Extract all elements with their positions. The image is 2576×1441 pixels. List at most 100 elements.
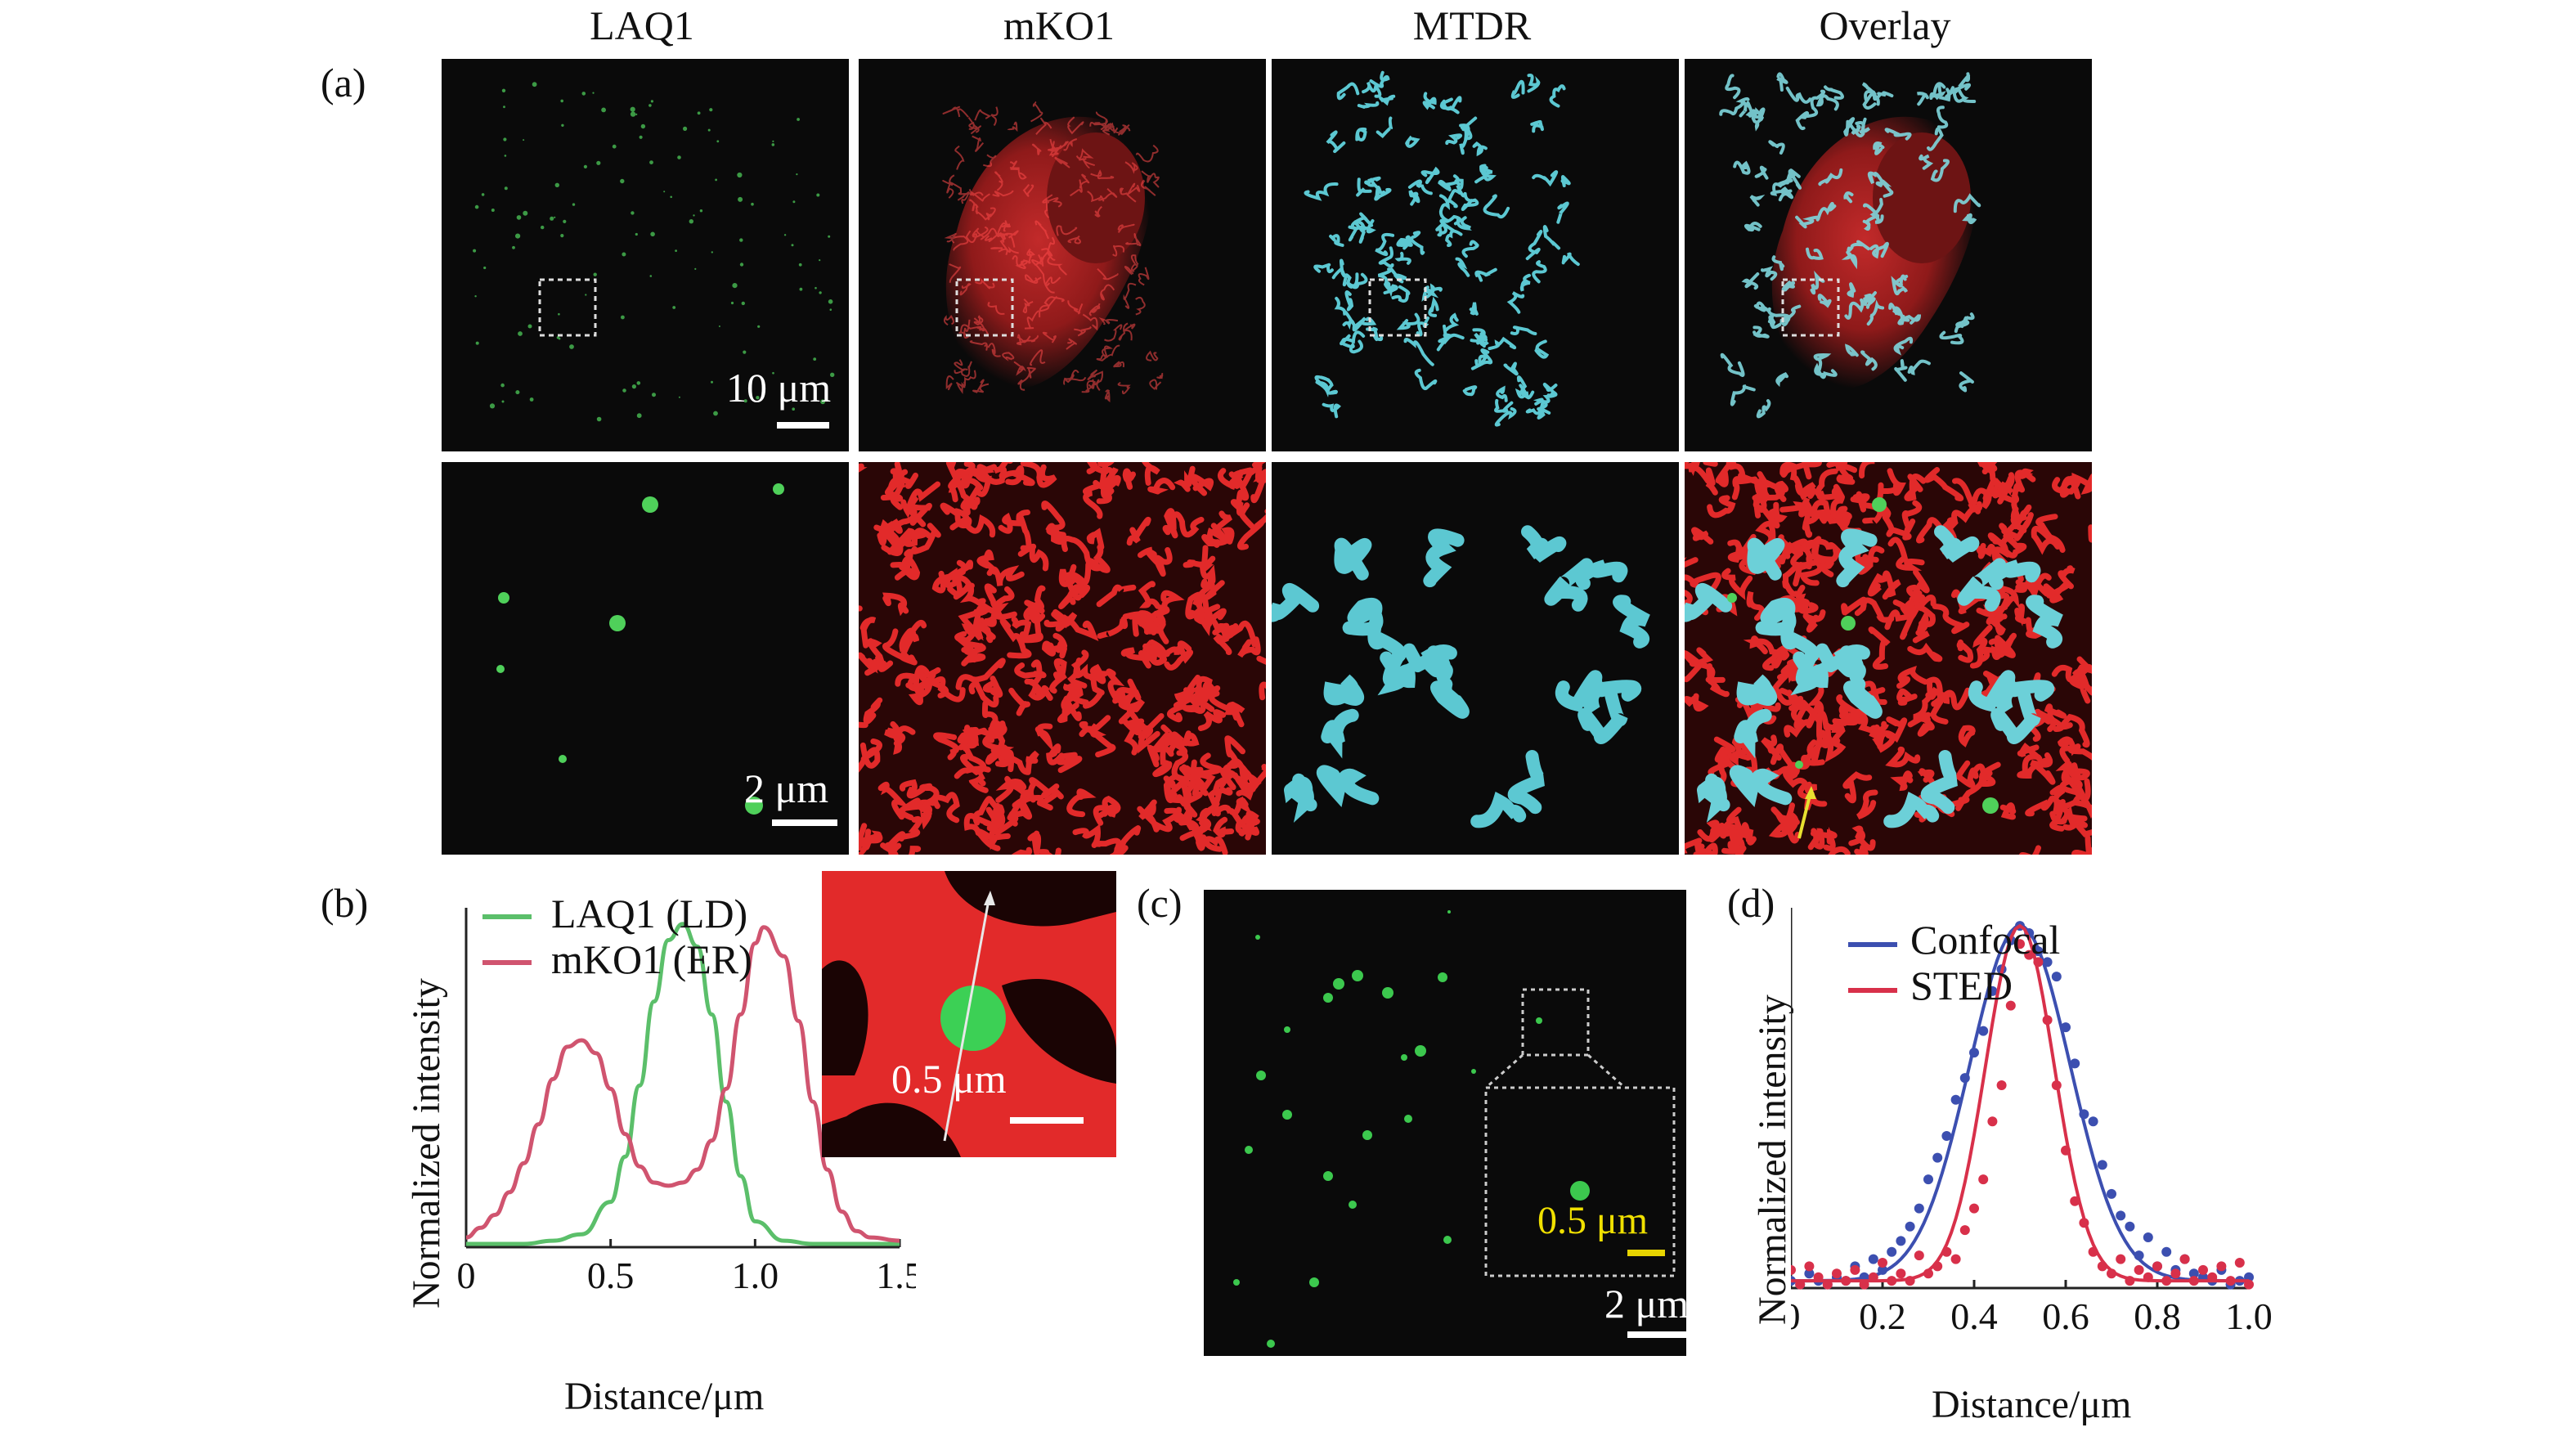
lipid-droplet-dot bbox=[737, 172, 743, 178]
er-texture bbox=[1923, 467, 1964, 502]
lipid-droplet-dot bbox=[716, 140, 720, 143]
er-texture bbox=[1025, 750, 1039, 775]
er-texture bbox=[1185, 591, 1213, 620]
mito-texture bbox=[1510, 325, 1537, 335]
er-texture bbox=[1694, 842, 1713, 855]
panel-b-line-profile-inset bbox=[822, 871, 1116, 1157]
er-texture bbox=[1999, 802, 2017, 820]
mito-texture bbox=[1488, 336, 1517, 351]
er-texture bbox=[1015, 258, 1028, 270]
data-point-sted bbox=[2116, 1254, 2126, 1264]
mito-texture bbox=[1847, 282, 1856, 299]
lipid-droplet-dot bbox=[474, 204, 479, 209]
er-texture bbox=[987, 301, 1005, 315]
er-texture bbox=[968, 121, 981, 135]
lipid-droplet-dot bbox=[732, 283, 738, 289]
er-texture bbox=[1146, 350, 1159, 361]
x-tick-label: 0.5 bbox=[587, 1255, 635, 1296]
lipid-droplet-dot bbox=[515, 233, 521, 239]
er-texture bbox=[1691, 527, 1714, 545]
er-texture bbox=[1044, 276, 1061, 294]
mito-texture bbox=[1860, 350, 1878, 371]
er-texture bbox=[1039, 295, 1058, 318]
er-texture bbox=[1013, 361, 1026, 376]
er-texture bbox=[1014, 662, 1047, 679]
er-texture bbox=[1986, 616, 2006, 635]
mito-texture bbox=[1353, 212, 1374, 231]
er-texture bbox=[2071, 472, 2092, 495]
mito-texture bbox=[1362, 81, 1382, 98]
er-texture bbox=[1166, 702, 1201, 723]
mito-texture bbox=[1383, 281, 1398, 298]
er-texture bbox=[1167, 731, 1188, 756]
mito-texture bbox=[1866, 299, 1885, 326]
mito-texture bbox=[1503, 361, 1519, 376]
er-texture bbox=[1982, 462, 1998, 474]
er-texture bbox=[2049, 784, 2066, 824]
er-texture bbox=[1138, 713, 1165, 754]
er-texture bbox=[1098, 316, 1119, 325]
mito-texture bbox=[1479, 348, 1493, 366]
er-texture bbox=[1721, 568, 1753, 600]
mito-texture bbox=[1954, 319, 1970, 334]
er-texture bbox=[1173, 465, 1196, 492]
overlay-zoom-image bbox=[1685, 462, 2092, 855]
lipid-droplet-dot bbox=[819, 291, 822, 294]
mito-texture bbox=[1556, 201, 1569, 224]
er-texture bbox=[958, 608, 996, 641]
mito-texture bbox=[1751, 115, 1764, 132]
mito-texture bbox=[1331, 258, 1346, 280]
mito-texture bbox=[1440, 96, 1462, 111]
lipid-droplet-dot bbox=[751, 202, 754, 206]
er-texture bbox=[1054, 156, 1070, 168]
er-texture bbox=[1229, 796, 1253, 816]
er-texture bbox=[1061, 536, 1103, 572]
er-texture bbox=[1955, 760, 1979, 788]
er-texture bbox=[1917, 768, 1935, 784]
er-texture bbox=[947, 559, 967, 598]
data-point-sted bbox=[2079, 1218, 2089, 1228]
panel-c-scale-bar bbox=[1627, 1331, 1691, 1338]
er-texture bbox=[1988, 632, 2017, 658]
mito-texture bbox=[1374, 187, 1392, 201]
mito-texture bbox=[1814, 362, 1838, 379]
er-texture bbox=[931, 792, 960, 824]
er-texture bbox=[1017, 370, 1031, 391]
er-texture bbox=[975, 277, 995, 290]
mito-texture bbox=[1777, 168, 1801, 186]
mito-texture bbox=[1377, 267, 1393, 292]
scale-bar-2um bbox=[772, 819, 837, 826]
data-point-sted bbox=[1841, 1276, 1851, 1286]
data-point-sted bbox=[1932, 1261, 1943, 1272]
mito-texture bbox=[1470, 354, 1488, 370]
mito-texture bbox=[1863, 291, 1877, 304]
data-point-sted bbox=[1941, 1246, 1952, 1257]
panel-d-y-axis-label: Normalized intensity bbox=[1751, 994, 1794, 1325]
er-texture bbox=[1163, 777, 1192, 811]
er-texture bbox=[1770, 743, 1800, 778]
er-texture bbox=[1090, 370, 1103, 392]
mito-texture bbox=[1843, 117, 1860, 137]
er-texture bbox=[969, 340, 988, 351]
mito-texture bbox=[1929, 82, 1946, 98]
mito-texture bbox=[1768, 140, 1785, 155]
er-texture bbox=[940, 502, 972, 531]
data-point-confocal bbox=[1950, 1094, 1961, 1105]
er-texture bbox=[1008, 687, 1030, 716]
er-texture bbox=[1118, 322, 1129, 341]
mito-texture bbox=[1988, 559, 2041, 590]
er-texture bbox=[1757, 471, 1788, 502]
mito-texture bbox=[1927, 127, 1944, 151]
legend-swatch-mko1 bbox=[482, 960, 532, 965]
data-point-confocal bbox=[1887, 1246, 1897, 1257]
lipid-droplet-dot bbox=[713, 411, 718, 416]
mito-texture bbox=[1405, 135, 1420, 148]
er-texture bbox=[2017, 753, 2049, 779]
panel-b-legend: LAQ1 (LD) mKO1 (ER) bbox=[482, 890, 793, 988]
lipid-droplet-dot bbox=[715, 178, 717, 182]
mito-texture bbox=[1356, 177, 1372, 197]
er-texture bbox=[1190, 752, 1223, 783]
er-texture bbox=[1834, 462, 1847, 471]
lipid-droplet-dot bbox=[828, 299, 833, 304]
er-texture bbox=[1097, 616, 1129, 640]
